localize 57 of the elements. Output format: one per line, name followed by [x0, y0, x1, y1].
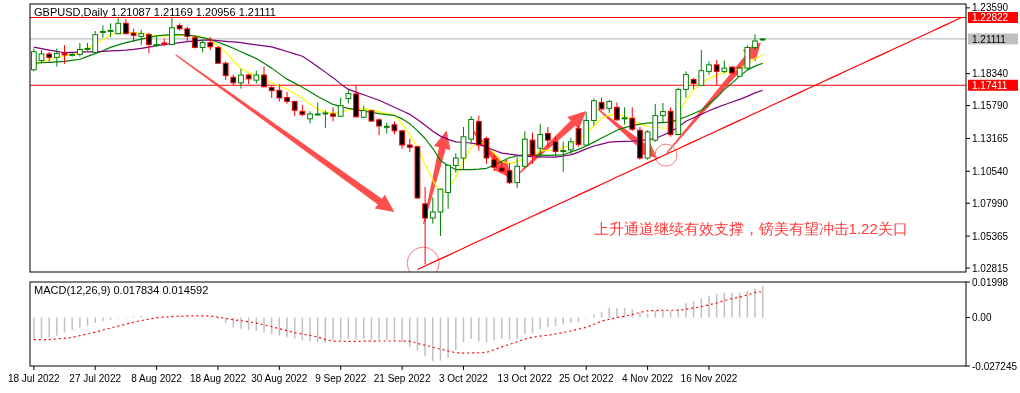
y-tick-label: 1.15790: [972, 100, 1009, 112]
x-tick-label: 18 Aug 2022: [189, 373, 247, 384]
ref-line-label: 1.17411: [972, 79, 1008, 91]
x-tick-label: 8 Aug 2022: [131, 373, 183, 384]
candlestick: [621, 106, 628, 126]
y-tick-label: 1.07990: [972, 197, 1009, 209]
candlestick: [61, 44, 68, 65]
candlestick: [698, 49, 705, 87]
candlestick: [591, 98, 597, 126]
ref-line-label: 1.21111: [972, 33, 1007, 45]
x-tick-label: 3 Oct 2022: [439, 373, 489, 384]
candlestick: [100, 25, 106, 39]
candlestick: [284, 91, 290, 105]
candlestick: [222, 60, 229, 81]
chart-title: MACD(12,26,9) 0.017834 0.014592: [34, 284, 209, 296]
x-tick-label: 30 Aug 2022: [251, 373, 308, 384]
y-tick-label: 0.00: [972, 312, 992, 324]
candlestick: [399, 129, 405, 150]
candlestick: [330, 106, 336, 122]
candlestick: [683, 70, 689, 99]
x-tick-label: 16 Nov 2022: [680, 373, 738, 384]
y-tick-label: 1.18340: [972, 68, 1009, 80]
y-tick-label: 0.01998: [972, 276, 1009, 288]
y-tick-label: 1.05365: [972, 230, 1009, 242]
candlestick: [544, 126, 551, 148]
y-tick-label: 1.23590: [972, 2, 1009, 14]
x-tick-label: 27 Jul 2022: [69, 373, 122, 384]
chart-title: GBPUSD,Daily 1.21087 1.21169 1.20956 1.21111: [34, 6, 276, 18]
x-tick-label: 21 Sep 2022: [373, 373, 431, 384]
candlestick: [660, 102, 666, 124]
candlestick: [307, 110, 313, 124]
candlestick: [614, 101, 620, 122]
candlestick: [376, 117, 382, 136]
candlestick: [752, 33, 758, 51]
candlestick: [629, 106, 636, 132]
ref-line-label: 1.22822: [972, 12, 1009, 24]
x-tick-label: 9 Sep 2022: [315, 373, 367, 384]
candlestick: [422, 186, 428, 265]
annotation: 上升通道继续有效支撑，镑美有望冲击1.22关口: [593, 220, 908, 237]
y-tick-label: 1.10540: [972, 165, 1009, 177]
x-tick-label: 25 Oct 2022: [558, 373, 614, 384]
candlestick: [76, 42, 83, 58]
candlestick: [575, 125, 582, 148]
candlestick: [667, 106, 674, 138]
candlestick: [706, 60, 712, 76]
candlestick: [537, 123, 544, 159]
candlestick: [552, 136, 559, 157]
x-tick-label: 18 Jul 2022: [7, 373, 61, 384]
y-tick-label: -0.027245: [972, 360, 1018, 372]
x-tick-label: 4 Nov 2022: [622, 373, 674, 384]
y-tick-label: 1.02815: [972, 262, 1009, 274]
candlestick: [238, 68, 244, 90]
y-tick-label: 1.13165: [972, 133, 1009, 145]
candlestick: [53, 47, 60, 67]
candlestick: [529, 131, 536, 165]
x-tick-label: 13 Oct 2022: [497, 373, 553, 384]
candlestick: [146, 32, 152, 54]
